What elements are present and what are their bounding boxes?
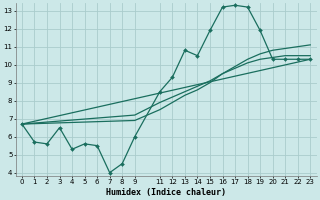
X-axis label: Humidex (Indice chaleur): Humidex (Indice chaleur) [106,188,226,197]
